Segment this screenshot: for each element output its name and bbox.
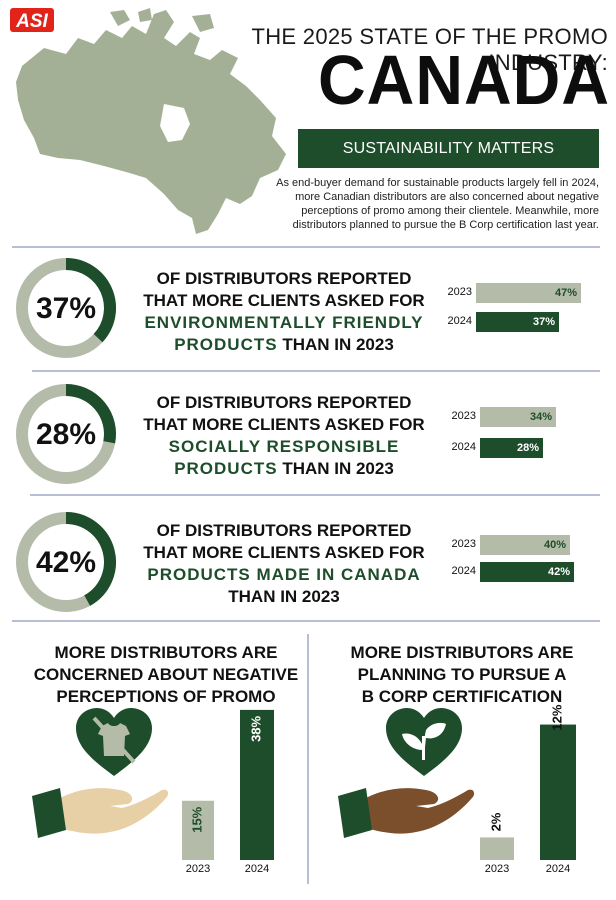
asi-logo: ASI bbox=[10, 8, 54, 32]
stat-line: OF DISTRIBUTORS REPORTED bbox=[156, 269, 412, 288]
donut-label: 37% bbox=[36, 292, 96, 325]
section-banner: SUSTAINABILITY MATTERS bbox=[298, 129, 599, 168]
stat-highlight: ENVIRONMENTALLY FRIENDLY bbox=[144, 313, 424, 332]
hbar-chart-2: 2023 34% 2024 28% bbox=[434, 406, 604, 466]
year-label: 2024 bbox=[451, 565, 476, 577]
stat-line: OF DISTRIBUTORS REPORTED bbox=[156, 521, 412, 540]
bar-value: 37% bbox=[532, 316, 555, 328]
stat-line: THAT MORE CLIENTS ASKED FOR bbox=[143, 543, 425, 562]
stat-highlight: PRODUCTS bbox=[174, 335, 278, 354]
bottom-left-title: MORE DISTRIBUTORS ARE CONCERNED ABOUT NE… bbox=[26, 642, 306, 708]
title-line: PLANNING TO PURSUE A bbox=[357, 665, 567, 684]
divider bbox=[32, 370, 600, 372]
title-line: B CORP CERTIFICATION bbox=[361, 687, 563, 706]
title-line: MORE DISTRIBUTORS ARE bbox=[54, 643, 278, 662]
hbar-chart-3: 2023 40% 2024 42% bbox=[434, 534, 604, 594]
logo-text: ASI bbox=[15, 11, 48, 32]
bar-value: 34% bbox=[529, 411, 552, 423]
divider bbox=[12, 620, 600, 622]
bar-value: 40% bbox=[543, 539, 566, 551]
title-line: CONCERNED ABOUT NEGATIVE bbox=[33, 665, 299, 684]
stat-highlight: PRODUCTS MADE IN CANADA bbox=[147, 565, 421, 584]
donut-arc bbox=[65, 384, 116, 444]
bar-2023: 47% bbox=[476, 283, 581, 303]
open-hand-icon bbox=[32, 788, 169, 838]
divider bbox=[12, 246, 600, 248]
hbar-chart-1: 2023 47% 2024 37% bbox=[430, 282, 600, 342]
open-hand-icon bbox=[338, 788, 475, 838]
page-title: CANADA bbox=[318, 41, 610, 119]
heart-no-tshirt-icon bbox=[76, 708, 152, 776]
stat-line: OF DISTRIBUTORS REPORTED bbox=[156, 393, 412, 412]
bar-value: 47% bbox=[554, 287, 577, 299]
intro-paragraph: As end-buyer demand for sustainable prod… bbox=[276, 177, 599, 231]
stat-line: THAT MORE CLIENTS ASKED FOR bbox=[143, 291, 425, 310]
donut-label: 28% bbox=[36, 418, 96, 451]
bar-2023: 34% bbox=[480, 407, 556, 427]
year-label: 2023 bbox=[447, 286, 472, 298]
vbar-value: 38% bbox=[248, 715, 263, 741]
page-subtitle: THE 2025 STATE OF THE PROMO INDUSTRY: bbox=[251, 24, 608, 75]
donut-chart-1: 37% bbox=[16, 258, 116, 358]
year-label: 2024 bbox=[245, 863, 269, 874]
stat-line: THAN IN 2023 bbox=[228, 587, 340, 606]
stat-highlight: SOCIALLY RESPONSIBLE bbox=[168, 437, 400, 456]
year-label: 2023 bbox=[451, 410, 476, 422]
canada-map-icon bbox=[16, 8, 286, 234]
vertical-divider bbox=[307, 634, 309, 884]
bar-2024: 37% bbox=[476, 312, 559, 332]
donut-label: 42% bbox=[36, 546, 96, 579]
stat-text-2: OF DISTRIBUTORS REPORTED THAT MORE CLIEN… bbox=[134, 392, 434, 480]
vbar-2024 bbox=[540, 724, 576, 860]
donut-arc bbox=[65, 512, 116, 606]
stat-highlight: PRODUCTS bbox=[174, 459, 278, 478]
donut-chart-3: 42% bbox=[16, 512, 116, 612]
stat-tail: THAN IN 2023 bbox=[277, 335, 394, 354]
vbar-2024 bbox=[240, 709, 274, 860]
year-label: 2023 bbox=[485, 863, 509, 874]
bar-2024: 42% bbox=[480, 562, 574, 582]
year-label: 2024 bbox=[447, 315, 472, 327]
vbar-2023 bbox=[480, 837, 514, 860]
stat-line: THAT MORE CLIENTS ASKED FOR bbox=[143, 415, 425, 434]
donut-arc bbox=[65, 258, 116, 343]
title-line: MORE DISTRIBUTORS ARE bbox=[350, 643, 574, 662]
bar-value: 28% bbox=[516, 442, 539, 454]
stat-text-3: OF DISTRIBUTORS REPORTED THAT MORE CLIEN… bbox=[134, 520, 434, 608]
bar-value: 42% bbox=[547, 566, 570, 578]
bottom-right-title: MORE DISTRIBUTORS ARE PLANNING TO PURSUE… bbox=[322, 642, 602, 708]
vbar-chart-left: 15% 38% 2023 2024 bbox=[182, 709, 274, 874]
vbar-chart-right: 2% 12% 2023 2024 bbox=[480, 704, 576, 874]
year-label: 2023 bbox=[186, 863, 210, 874]
vbar-2023 bbox=[182, 800, 214, 860]
title-line: PERCEPTIONS OF PROMO bbox=[56, 687, 276, 706]
bar-2024: 28% bbox=[480, 438, 543, 458]
year-label: 2024 bbox=[546, 863, 570, 874]
vbar-value: 2% bbox=[488, 812, 503, 831]
stat-text-1: OF DISTRIBUTORS REPORTED THAT MORE CLIEN… bbox=[134, 268, 434, 356]
bar-2023: 40% bbox=[480, 535, 570, 555]
stat-tail: THAN IN 2023 bbox=[277, 459, 394, 478]
vbar-value: 15% bbox=[189, 806, 204, 832]
year-label: 2024 bbox=[451, 441, 476, 453]
year-label: 2023 bbox=[451, 538, 476, 550]
vbar-value: 12% bbox=[549, 704, 564, 730]
divider bbox=[30, 494, 600, 496]
donut-chart-2: 28% bbox=[16, 384, 116, 484]
heart-leaf-icon bbox=[386, 708, 462, 776]
